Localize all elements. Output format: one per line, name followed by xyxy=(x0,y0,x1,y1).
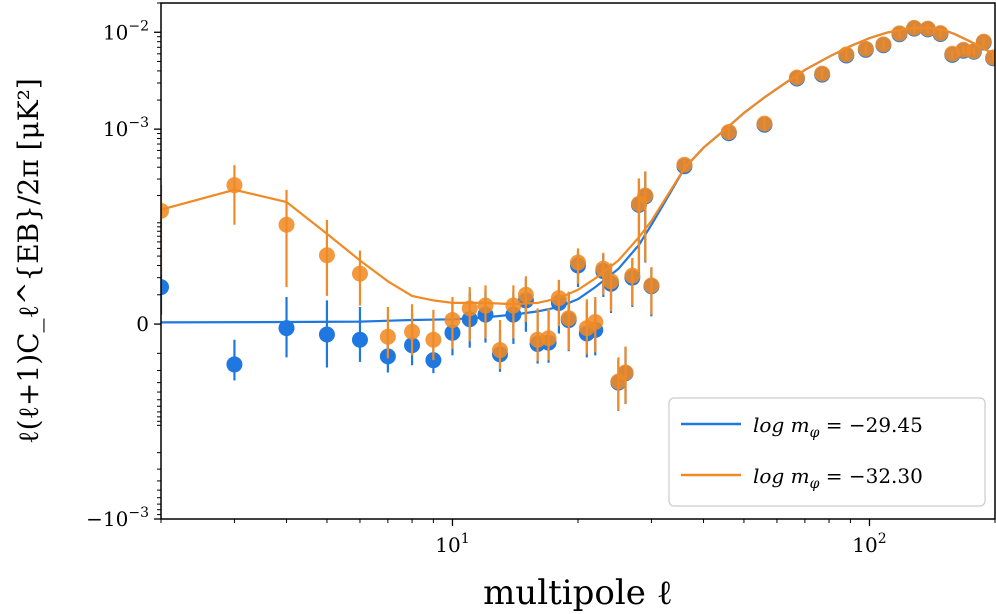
data-point xyxy=(932,25,949,42)
legend: log mφ = −29.45 log mφ = −32.30 xyxy=(668,397,986,507)
data-point xyxy=(226,356,243,373)
y-tick-label: 10−2 xyxy=(103,18,149,44)
data-point xyxy=(517,286,534,303)
data-point xyxy=(351,265,368,282)
data-point xyxy=(985,49,995,66)
data-point xyxy=(461,300,478,317)
data-point xyxy=(617,364,634,381)
data-point xyxy=(560,310,577,327)
data-point xyxy=(161,202,169,219)
data-point xyxy=(444,312,461,329)
series-layer xyxy=(161,19,995,411)
data-point xyxy=(477,297,494,314)
legend-label-series-0: log mφ = −29.45 xyxy=(753,413,923,441)
data-point xyxy=(318,247,335,264)
data-point xyxy=(838,46,855,63)
data-point xyxy=(975,33,992,50)
data-point xyxy=(278,320,295,337)
data-point xyxy=(676,156,693,173)
data-point xyxy=(919,20,936,37)
data-point xyxy=(550,290,567,307)
data-point xyxy=(379,328,396,345)
x-tick-label: 101 xyxy=(435,531,469,557)
data-point xyxy=(814,65,831,82)
data-point xyxy=(278,216,295,233)
data-point xyxy=(587,314,604,331)
x-axis: 101 102 xyxy=(160,519,996,557)
data-point xyxy=(318,326,335,343)
data-point xyxy=(637,187,654,204)
data-point xyxy=(906,19,923,36)
x-tick-label: 102 xyxy=(852,531,886,557)
data-point xyxy=(891,25,908,42)
data-point xyxy=(491,342,508,359)
y-axis: 10−2 10−3 0 −10−3 xyxy=(86,2,161,531)
legend-label-series-1: log mφ = −32.30 xyxy=(753,464,923,492)
data-point xyxy=(351,331,368,348)
data-point xyxy=(425,331,442,348)
data-point xyxy=(603,273,620,290)
data-point xyxy=(965,43,982,60)
y-tick-label: −10−3 xyxy=(86,505,149,531)
data-point xyxy=(720,123,737,140)
data-point xyxy=(875,36,892,53)
data-point xyxy=(788,69,805,86)
data-point xyxy=(404,323,421,340)
data-point xyxy=(505,297,522,314)
series-1 xyxy=(161,19,995,411)
data-point xyxy=(643,277,660,294)
data-point xyxy=(161,279,169,296)
data-point xyxy=(756,115,773,132)
data-point xyxy=(857,40,874,57)
data-point xyxy=(540,330,557,347)
legend-box xyxy=(668,397,986,507)
y-tick-label: 0 xyxy=(136,312,149,336)
y-tick-label: 10−3 xyxy=(103,115,149,141)
data-point xyxy=(226,177,243,194)
data-point xyxy=(624,267,641,284)
x-axis-title-text: multipole ℓ xyxy=(483,573,673,613)
data-point xyxy=(595,260,612,277)
data-point xyxy=(570,254,586,271)
y-axis-title: ℓ(ℓ+1)C_ℓ^{EB}/2π [μK²] xyxy=(12,78,45,444)
x-axis-title: multipole ℓ xyxy=(483,573,673,613)
